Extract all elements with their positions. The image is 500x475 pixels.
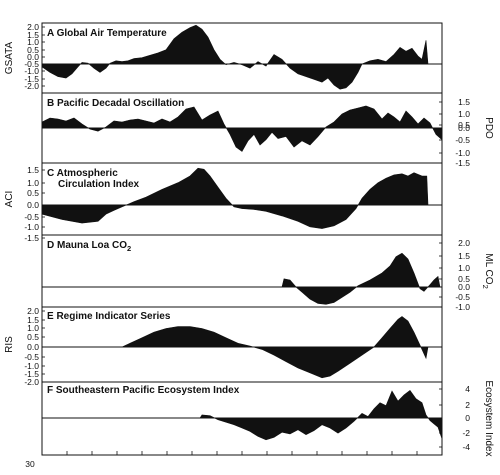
y-tick-label: 1.5 bbox=[27, 315, 39, 325]
y-tick-label: 2 bbox=[465, 400, 470, 410]
y-axis-label-subscript: 2 bbox=[481, 285, 490, 289]
y-axis-label: Ecosystem Index bbox=[483, 380, 494, 456]
series-area-f bbox=[199, 389, 443, 441]
y-axis-label: RIS bbox=[4, 336, 15, 353]
y-tick-label: 0.5 bbox=[27, 45, 39, 55]
y-tick-label: 1.5 bbox=[27, 165, 39, 175]
y-tick-label: 1.0 bbox=[27, 37, 39, 47]
panel-b: 1.5 1.00.50.0 -0.5 -1.0-1.5 PDO B Pacific Dec… bbox=[41, 97, 494, 168]
y-tick-label: -1.0 bbox=[455, 148, 470, 158]
y-tick-label: 0.5 bbox=[458, 120, 470, 130]
y-axis-label: ACI bbox=[4, 191, 15, 208]
y-tick-label: 1.0 bbox=[27, 323, 39, 333]
series-area-c bbox=[41, 167, 429, 229]
y-axis-label: ML CO2 bbox=[481, 253, 494, 288]
y-tick-label: 0.0 bbox=[27, 342, 39, 352]
y-tick-label: -1.0 bbox=[24, 361, 39, 371]
series-area-d bbox=[281, 252, 441, 305]
y-tick-label: -4 bbox=[462, 442, 470, 452]
panel-title: D Mauna Loa CO2 bbox=[47, 240, 131, 253]
y-tick-label: 1.5 bbox=[27, 30, 39, 40]
y-tick-label: 0.0 bbox=[27, 200, 39, 210]
panel-a: 2.01.51.00.50.0-0.5-1.0-1.5-2.0 GSATA A Gl… bbox=[4, 22, 442, 91]
y-tick-label: 1.0 bbox=[27, 178, 39, 188]
panel-e: 2.01.51.00.50.0-0.5-1.0-1.5-2.0 RIS E Regi… bbox=[4, 306, 442, 387]
y-tick-label: -1.5 bbox=[24, 369, 39, 379]
y-tick-label: -2.0 bbox=[24, 377, 39, 387]
y-tick-label: 2.0 bbox=[27, 306, 39, 316]
panel-title-line2: Circulation Index bbox=[58, 179, 140, 190]
y-tick-label: -2 bbox=[462, 428, 470, 438]
y-tick-label: -1.0 bbox=[24, 66, 39, 76]
panel-title-subscript: 2 bbox=[127, 244, 131, 253]
panel-title: F Southeastern Pacific Ecosystem Index bbox=[47, 385, 240, 396]
series-area-a bbox=[41, 24, 429, 90]
y-tick-label: -1.5 bbox=[24, 74, 39, 84]
x-tick-label: 30 bbox=[25, 459, 35, 469]
y-tick-label: 0.0 bbox=[458, 282, 470, 292]
y-tick-label: 0.0 bbox=[27, 52, 39, 62]
panel-title: E Regime Indicator Series bbox=[47, 311, 171, 322]
y-tick-label: 2.0 bbox=[27, 22, 39, 32]
y-tick-label: 1.0 bbox=[458, 109, 470, 119]
panel-title: B Pacific Decadal Oscillation bbox=[47, 98, 184, 109]
y-tick-label: -1.5 bbox=[24, 233, 39, 243]
y-tick-label: -0.5 bbox=[24, 212, 39, 222]
y-axis-label: GSATA bbox=[4, 41, 15, 74]
panel-c: 1.5 1.00.5 0.0 -0.5-1.0-1.5 ACI C Atmospheric… bbox=[4, 165, 442, 243]
panel-d: 2.0 1.5 1.00.50.0-0.5-1.0 ML CO2 D Mauna Loa… bbox=[42, 238, 494, 312]
panel-f: 4 2 0 -2 -4 Ecosystem Index F Southeastern Pac… bbox=[42, 380, 494, 457]
y-tick-label: 0.5 bbox=[458, 274, 470, 284]
y-tick-label: -1.0 bbox=[455, 302, 470, 312]
panel-title: C Atmospheric bbox=[47, 168, 118, 179]
y-tick-label: -2.0 bbox=[24, 81, 39, 91]
y-tick-label: 0.5 bbox=[27, 188, 39, 198]
y-axis-label: PDO bbox=[483, 117, 494, 139]
y-tick-label: 4 bbox=[465, 384, 470, 394]
y-tick-label: -0.5 bbox=[455, 292, 470, 302]
y-tick-label: -0.5 bbox=[24, 59, 39, 69]
panel-title: A Global Air Temperature bbox=[47, 28, 167, 39]
y-tick-label: 0.5 bbox=[27, 332, 39, 342]
y-tick-label: -0.5 bbox=[24, 352, 39, 362]
y-tick-label: -1.5 bbox=[455, 158, 470, 168]
y-tick-label: -0.5 bbox=[455, 135, 470, 145]
y-tick-label: 1.0 bbox=[458, 263, 470, 273]
y-tick-label: 1.5 bbox=[458, 251, 470, 261]
y-tick-label: 0.0 bbox=[458, 123, 470, 133]
y-tick-label: -1.0 bbox=[24, 222, 39, 232]
series-area-b bbox=[41, 105, 443, 152]
y-tick-label: 1.5 bbox=[458, 97, 470, 107]
y-tick-label: 0 bbox=[465, 413, 470, 423]
y-tick-label: 2.0 bbox=[458, 238, 470, 248]
